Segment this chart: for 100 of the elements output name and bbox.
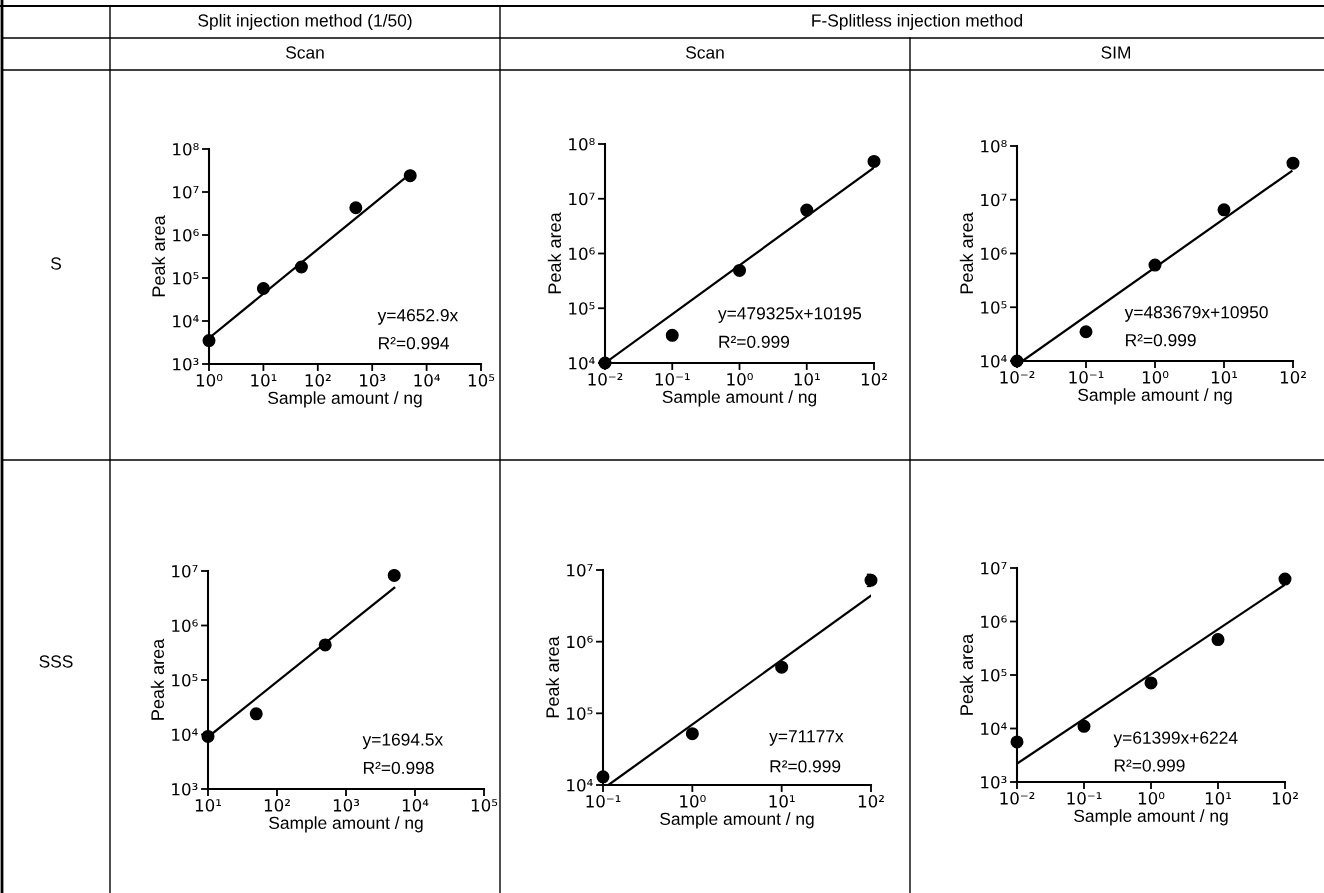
annotation: R²=0.999 xyxy=(719,335,790,348)
y-axis-title: Peak area xyxy=(547,212,562,294)
y-tick-label: 10⁷ xyxy=(172,564,198,578)
point xyxy=(1148,258,1162,272)
x-tick-label: 10¹ xyxy=(1205,792,1232,805)
x-tick-label: 10⁻¹ xyxy=(1067,792,1102,805)
y-tick-label: 10⁴ xyxy=(569,356,595,370)
text: Scan xyxy=(686,46,724,59)
point xyxy=(685,727,699,741)
y-axis-title: Peak area xyxy=(150,638,165,720)
y-tick-label: 10⁸ xyxy=(981,139,1007,153)
y-axis-title: Peak area xyxy=(959,633,974,715)
y-tick-label: 10³ xyxy=(172,782,198,796)
y-axis-title: Peak area xyxy=(151,215,166,297)
y-tick-label: 10⁵ xyxy=(981,668,1007,682)
x-tick-label: 10² xyxy=(264,799,290,812)
y-tick-label: 10⁶ xyxy=(173,228,199,242)
y-tick-label: 10⁷ xyxy=(569,192,595,206)
point xyxy=(1278,572,1292,586)
annotation: y=479325x+10195 xyxy=(718,307,862,323)
x-tick-label: 10⁻² xyxy=(1000,792,1035,805)
x-tick-label: 10⁰ xyxy=(727,373,753,386)
x-tick-label: 10⁰ xyxy=(196,374,223,387)
point xyxy=(596,770,610,784)
annotation: y=61399x+6224 xyxy=(1113,731,1238,748)
text: S xyxy=(51,257,61,270)
y-tick-label: 10⁴ xyxy=(567,778,593,792)
x-axis-title: Sample amount / ng xyxy=(662,390,817,407)
annotation: y=4652.9x xyxy=(377,309,459,325)
x-tick-label: 10⁻¹ xyxy=(1069,371,1104,384)
point xyxy=(1211,633,1225,647)
point xyxy=(598,356,612,370)
annotation: y=483679x+10950 xyxy=(1124,306,1268,322)
x-axis-title: Sample amount / ng xyxy=(1078,388,1232,405)
y-tick-label: 10⁴ xyxy=(173,314,199,328)
x-tick-label: 10⁵ xyxy=(471,799,498,812)
x-tick-label: 10⁻² xyxy=(588,373,623,386)
annotation: R²=0.999 xyxy=(1126,334,1196,347)
y-tick-label: 10⁷ xyxy=(567,563,593,577)
point xyxy=(864,573,878,587)
x-tick-label: 10¹ xyxy=(1211,371,1238,384)
x-tick-label: 10⁻¹ xyxy=(655,373,690,386)
y-tick-label: 10³ xyxy=(981,775,1007,789)
y-tick-label: 10⁶ xyxy=(981,615,1007,629)
point xyxy=(1010,735,1024,749)
text: Scan xyxy=(286,46,324,59)
y-tick-label: 10⁵ xyxy=(569,302,595,315)
y-tick-label: 10³ xyxy=(173,357,199,371)
text: SIM xyxy=(1101,46,1131,59)
y-tick-label: 10⁷ xyxy=(981,193,1007,207)
x-tick-label: 10⁴ xyxy=(414,374,441,387)
x-tick-label: 10⁰ xyxy=(680,795,706,808)
x-tick-label: 10² xyxy=(1272,792,1298,805)
x-axis-title: Sample amount / ng xyxy=(268,391,422,408)
x-tick-label: 10¹ xyxy=(794,373,820,386)
x-axis-title: Sample amount / ng xyxy=(1074,809,1228,826)
y-tick-label: 10⁷ xyxy=(981,561,1007,575)
x-tick-label: 10⁻¹ xyxy=(586,795,621,808)
x-tick-label: 10⁵ xyxy=(468,374,495,387)
point xyxy=(665,328,679,342)
point xyxy=(1144,676,1158,690)
y-axis-title: Peak area xyxy=(959,212,974,294)
point xyxy=(732,263,747,277)
annotation: R²=0.999 xyxy=(770,760,841,773)
annotation: y=71177x xyxy=(769,730,844,746)
x-tick-label: 10¹ xyxy=(769,795,795,808)
text: Split injection method (1/50) xyxy=(198,13,412,31)
y-tick-label: 10⁶ xyxy=(567,635,593,649)
y-tick-label: 10⁵ xyxy=(172,673,198,687)
x-tick-label: 10⁰ xyxy=(1142,371,1169,384)
y-tick-label: 10⁷ xyxy=(173,185,199,199)
y-tick-label: 10⁵ xyxy=(567,707,593,720)
y-tick-label: 10⁶ xyxy=(172,619,198,633)
x-tick-label: 10⁰ xyxy=(1138,792,1165,805)
x-tick-label: 10⁴ xyxy=(402,799,429,812)
text: F-Splitless injection method xyxy=(812,13,1023,31)
x-tick-label: 10² xyxy=(858,795,884,808)
x-tick-label: 10³ xyxy=(333,799,360,812)
y-axis-title: Peak area xyxy=(545,636,560,718)
y-tick-label: 10⁶ xyxy=(569,247,595,261)
annotation: y=1694.5x xyxy=(362,733,443,750)
y-tick-label: 10⁶ xyxy=(981,247,1007,261)
y-tick-label: 10⁵ xyxy=(173,271,199,285)
x-tick-label: 10¹ xyxy=(251,374,277,387)
y-tick-label: 10⁴ xyxy=(981,354,1007,368)
y-tick-label: 10⁸ xyxy=(569,137,595,151)
y-tick-label: 10⁵ xyxy=(981,301,1007,314)
x-tick-label: 10² xyxy=(861,373,887,386)
y-tick-label: 10⁴ xyxy=(981,722,1007,736)
annotation: R²=0.994 xyxy=(379,337,450,350)
y-tick-label: 10⁸ xyxy=(173,142,199,156)
point xyxy=(1286,156,1300,170)
annotation: R²=0.998 xyxy=(363,761,434,775)
point xyxy=(1217,203,1231,217)
point xyxy=(1079,325,1093,339)
point xyxy=(775,660,789,674)
point xyxy=(1077,719,1091,733)
y-tick-label: 10⁴ xyxy=(172,728,198,742)
point xyxy=(800,203,814,217)
point xyxy=(867,154,881,168)
